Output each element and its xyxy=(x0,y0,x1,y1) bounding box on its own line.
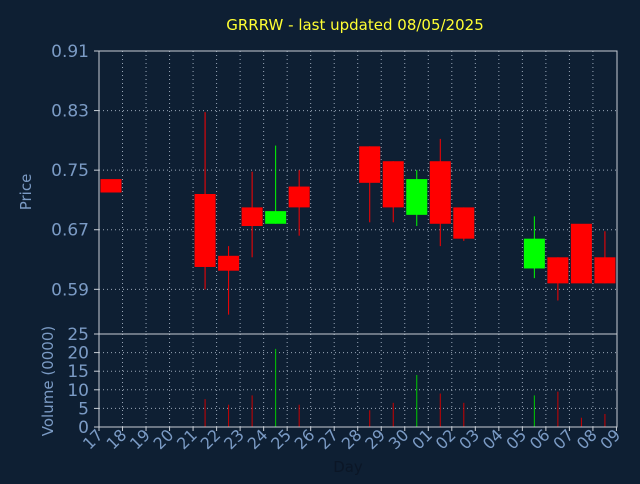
volume-axis-label: Volume (0000) xyxy=(39,326,57,436)
candle-body xyxy=(100,179,122,193)
price-tick-label: 0.75 xyxy=(51,161,89,181)
candle-body xyxy=(194,193,216,267)
volume-tick-label: 25 xyxy=(67,325,89,345)
x-tick-label: 09 xyxy=(596,425,624,453)
price-grid xyxy=(99,51,617,334)
candle-body xyxy=(382,161,404,208)
candle-body xyxy=(406,179,428,215)
volume-tick-label: 10 xyxy=(67,381,89,401)
price-tick-label: 0.83 xyxy=(51,102,89,122)
volume-grid xyxy=(99,334,617,427)
candles-group xyxy=(100,112,616,315)
candle-body xyxy=(359,146,381,183)
volume-tick-label: 15 xyxy=(67,362,89,382)
candle-body xyxy=(523,238,545,269)
candle-body xyxy=(453,207,475,239)
candle-body xyxy=(218,255,240,271)
candle-body xyxy=(570,223,592,284)
price-y-ticks: 0.91 0.83 0.75 0.67 0.59 xyxy=(51,42,99,300)
candle-body xyxy=(241,207,263,227)
candle-body xyxy=(288,186,310,208)
volume-panel-frame xyxy=(98,333,618,428)
price-tick-label: 0.67 xyxy=(51,221,89,241)
candle-body xyxy=(265,211,287,224)
chart-title: GRRRW - last updated 08/05/2025 xyxy=(226,16,483,34)
candle-body xyxy=(547,257,569,284)
price-tick-label: 0.91 xyxy=(51,42,89,62)
volume-tick-label: 20 xyxy=(67,344,89,364)
volume-tick-label: 5 xyxy=(78,399,89,419)
volume-tick-label: 0 xyxy=(78,418,89,438)
volume-bars-group xyxy=(204,348,606,427)
candle-body xyxy=(594,257,616,284)
price-axis-label: Price xyxy=(17,174,35,211)
price-tick-label: 0.59 xyxy=(51,280,89,300)
x-axis-label: Day xyxy=(333,458,363,476)
x-ticks: 1718192021222324252627282930010203040506… xyxy=(79,425,624,453)
candle-body xyxy=(429,161,451,224)
